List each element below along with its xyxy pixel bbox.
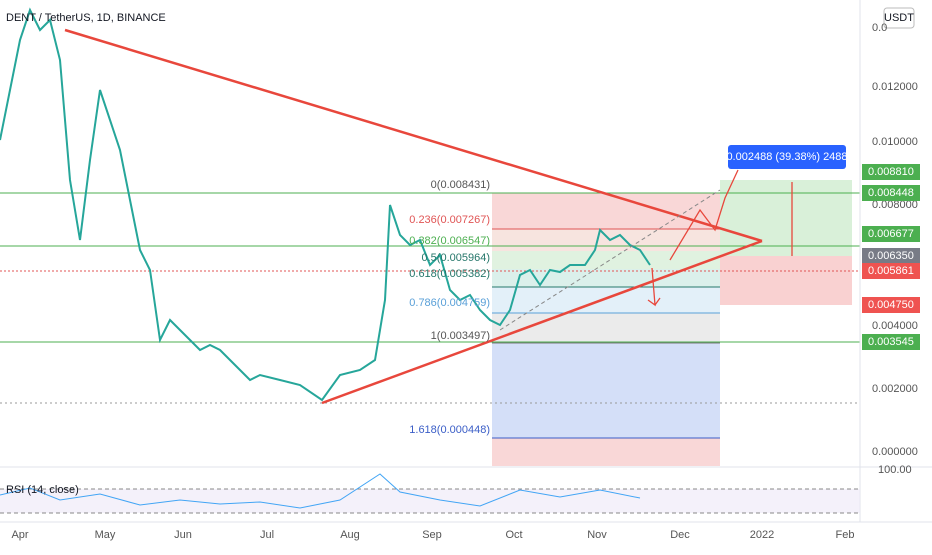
fib-labels: 0(0.008431) 0.236(0.007267) 0.382(0.0065…: [409, 179, 490, 436]
rsi-axis-label: 100.00: [878, 464, 912, 476]
time-axis: Apr May Jun Jul Aug Sep Oct Nov Dec 2022…: [11, 529, 854, 541]
measure-box: [728, 145, 846, 169]
price-tags: 0.008810 0.008448 0.006677 0.006350 0.00…: [862, 164, 920, 350]
price-tag: 0.008448: [868, 187, 914, 199]
loss-zone: [720, 256, 852, 305]
price-label: 0.004000: [872, 320, 918, 332]
fib-label: 0.5(0.005964): [422, 252, 491, 264]
price-label: 0.008000: [872, 199, 918, 211]
time-label: Nov: [587, 529, 607, 541]
rsi-line: [0, 473, 641, 509]
fib-label: 0.786(0.004759): [409, 297, 490, 309]
time-label: May: [95, 529, 116, 541]
drawing: [64, 28, 793, 405]
levels: [0, 192, 860, 404]
fib-label: 1.618(0.000448): [409, 424, 490, 436]
price-label: 0.002000: [872, 383, 918, 395]
rsi-title: RSI (14, close): [6, 484, 79, 496]
price-tag: 0.006677: [868, 228, 914, 240]
fib-box: [492, 193, 720, 466]
price-label: 0.000000: [872, 446, 918, 458]
chart-title: DENT / TetherUS, 1D, BINANCE: [6, 12, 166, 24]
time-label: Oct: [505, 529, 522, 541]
price-tag: 0.003545: [868, 336, 914, 348]
measure-label: 0.002488 (39.38%) 2488: [726, 151, 847, 163]
price-path: [0, 7, 651, 402]
price-tag: 0.004750: [868, 299, 914, 311]
trend-dashed: [499, 189, 721, 331]
fib-label: 0(0.008431): [431, 179, 490, 191]
fib-label: 1(0.003497): [431, 330, 490, 342]
time-label: Feb: [836, 529, 855, 541]
time-label: Sep: [422, 529, 442, 541]
time-label: Dec: [670, 529, 690, 541]
time-label: Jul: [260, 529, 274, 541]
price-label: 0.010000: [872, 136, 918, 148]
price-label: 0.012000: [872, 81, 918, 93]
price-tag: 0.006350: [868, 250, 914, 262]
fib-label: 0.382(0.006547): [409, 235, 490, 247]
price-tag: 0.005861: [868, 265, 914, 277]
currency-label: USDT: [884, 12, 914, 24]
rsi-band: [0, 489, 860, 513]
fib-label: 0.236(0.007267): [409, 214, 490, 226]
currency-button[interactable]: [883, 7, 915, 29]
time-label: Apr: [11, 529, 28, 541]
price-label: 0.0: [872, 22, 887, 34]
time-label: Aug: [340, 529, 360, 541]
time-label: Jun: [174, 529, 192, 541]
profit-zone: [720, 180, 852, 256]
price-tag: 0.008810: [868, 166, 914, 178]
time-label: 2022: [750, 529, 774, 541]
fib-label: 0.618(0.005382): [409, 268, 490, 280]
